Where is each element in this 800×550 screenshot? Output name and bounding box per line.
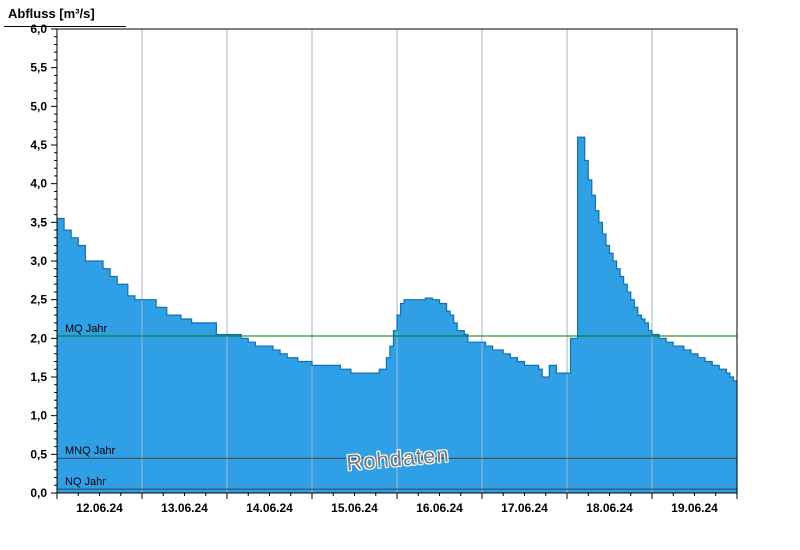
y-tick-label: 5,0 bbox=[30, 99, 47, 113]
x-tick-label: 16.06.24 bbox=[416, 501, 463, 515]
y-tick-label: 6,0 bbox=[30, 22, 47, 36]
y-tick-label: 3,5 bbox=[30, 215, 47, 229]
y-tick-label: 4,0 bbox=[30, 177, 47, 191]
x-tick-label: 12.06.24 bbox=[76, 501, 123, 515]
y-tick-label: 3,0 bbox=[30, 254, 47, 268]
y-tick-label: 0,5 bbox=[30, 447, 47, 461]
y-tick-label: 1,0 bbox=[30, 409, 47, 423]
y-tick-label: 2,5 bbox=[30, 293, 47, 307]
y-tick-label: 5,5 bbox=[30, 61, 47, 75]
y-tick-label: 1,5 bbox=[30, 370, 47, 384]
ref-label-mnq-jahr: MNQ Jahr bbox=[65, 445, 115, 457]
x-tick-label: 17.06.24 bbox=[501, 501, 548, 515]
day-gridlines bbox=[141, 29, 653, 493]
y-tick-label: 4,5 bbox=[30, 138, 47, 152]
x-tick-label: 14.06.24 bbox=[246, 501, 293, 515]
x-tick-label: 19.06.24 bbox=[671, 501, 718, 515]
y-tick-label: 0,0 bbox=[30, 486, 47, 500]
x-axis: 12.06.24 13.06.24 14.06.24 15.06.24 16.06.24… bbox=[56, 493, 738, 515]
x-tick-label: 15.06.24 bbox=[331, 501, 378, 515]
ref-label-mq-jahr: MQ Jahr bbox=[65, 323, 108, 335]
chart-title: Abfluss [m³/s] bbox=[4, 4, 126, 27]
reference-lines: MQ Jahr MNQ Jahr NQ Jahr bbox=[57, 323, 737, 490]
discharge-step-line bbox=[57, 136, 737, 382]
y-tick-label: 2,0 bbox=[30, 331, 47, 345]
x-tick-label: 13.06.24 bbox=[161, 501, 208, 515]
y-axis: 0,0 0,5 1,0 1,5 2,0 2,5 3,0 3,5 4,0 4,5 5,0 5,5 6,0 bbox=[30, 22, 57, 500]
x-tick-label: 18.06.24 bbox=[586, 501, 633, 515]
ref-label-nq-jahr: NQ Jahr bbox=[65, 476, 106, 488]
